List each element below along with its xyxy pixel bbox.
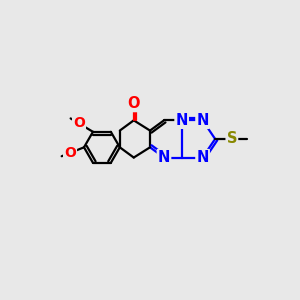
Text: N: N — [196, 150, 209, 165]
Text: N: N — [176, 113, 188, 128]
Text: O: O — [73, 116, 85, 130]
Text: O: O — [128, 96, 140, 111]
Text: O: O — [64, 146, 76, 160]
Text: S: S — [226, 131, 237, 146]
Text: N: N — [158, 150, 170, 165]
Text: N: N — [196, 113, 209, 128]
